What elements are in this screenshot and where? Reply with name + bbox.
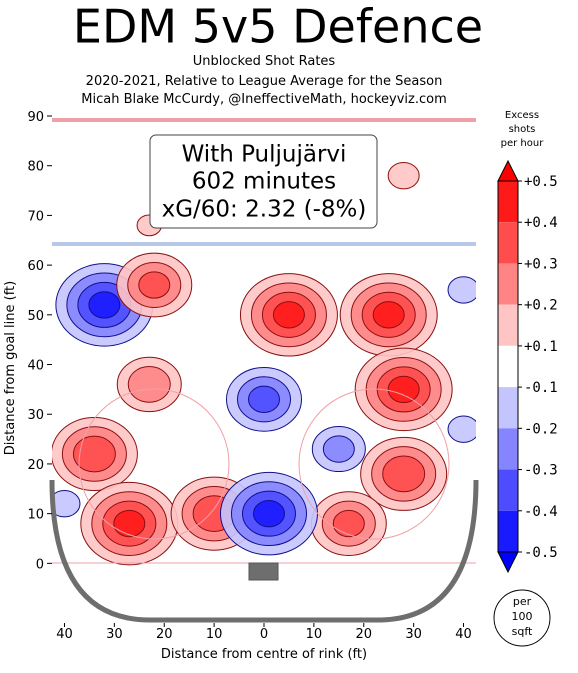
contour-spot [116,356,182,413]
colorbar-band [498,510,518,552]
y-tick-label: 60 [27,259,44,274]
unit-note: sqft [512,625,533,638]
y-tick-label: 20 [27,458,44,473]
contour-spot [116,252,193,318]
subtitle: 2020-2021, Relative to League Average fo… [86,74,443,89]
contour-spot [360,436,448,511]
colorbar-tick-label: -0.3 [524,463,558,479]
colorbar-tick-label: +0.1 [524,339,558,355]
contour-spot [447,276,476,304]
x-tick-label: 10 [306,627,323,642]
contour-level [52,490,81,518]
y-tick-label: 30 [27,408,44,423]
contour-spot [52,490,81,518]
y-tick-label: 70 [27,209,44,224]
colorbar-tick-label: +0.2 [524,298,558,314]
colorbar-label: per hour [501,138,545,149]
annotation-line: 602 minutes [192,169,336,195]
contour-spot [311,426,366,473]
colorbar-extension [497,159,519,182]
contour-spot [354,347,453,432]
contour-level [252,499,285,528]
x-tick-label: 30 [106,627,123,642]
contour-level [88,291,121,319]
annotation-line: With Puljujärvi [182,142,347,168]
y-tick-label: 50 [27,309,44,324]
colorbar-tick-label: -0.1 [524,380,558,396]
y-tick-label: 90 [27,110,44,125]
colorbar-band [498,469,518,511]
rink [49,118,479,623]
unit-note: 100 [512,610,533,623]
x-axis-label: Distance from centre of rink (ft) [161,647,367,662]
y-axis-label: Distance from goal line (ft) [3,281,18,455]
y-tick-label: 40 [27,359,44,374]
contour-spot [219,471,318,556]
colorbar-band [498,387,518,429]
colorbar-tick-label: -0.5 [524,545,558,561]
colorbar-label: shots [509,124,536,135]
contour-level [72,435,116,473]
colorbar-label: Excess [505,110,539,121]
contour-level [332,509,365,538]
colorbar-band [498,263,518,305]
contour-level [113,509,146,538]
contour-level [382,455,426,493]
x-tick-label: 10 [206,627,223,642]
annotation-line: xG/60: 2.32 (-8%) [162,197,367,223]
contour-spot [239,273,338,357]
x-tick-label: 0 [260,627,268,642]
colorbar-band [498,181,518,223]
contour-spot [387,161,420,190]
contour-level [138,271,171,299]
contour-level [387,161,420,190]
y-tick-label: 80 [27,160,44,175]
x-tick-label: 20 [156,627,173,642]
subtitle: Unblocked Shot Rates [193,54,336,69]
annotation: With Puljujärvi 602 minutes xG/60: 2.32 … [149,134,378,229]
colorbar-tick-label: +0.4 [524,215,558,231]
colorbar-band [498,222,518,264]
plot-area [52,161,476,566]
y-tick-label: 10 [27,508,44,523]
unit-circle [493,589,551,647]
y-tick-label: 0 [36,557,44,572]
contour-level [127,366,171,403]
x-tick-label: 30 [405,627,422,642]
contour-level [322,435,355,463]
contour-spot [310,491,387,556]
colorbar-tick-label: -0.2 [524,421,558,437]
colorbar-band [498,428,518,470]
contour-spot [339,273,438,357]
colorbar-band [498,345,518,388]
colorbar-tick-label: +0.3 [524,256,558,272]
contour-spot [52,416,138,492]
colorbar-tick-label: -0.4 [524,504,558,520]
chart-title: EDM 5v5 Defence [73,0,483,54]
contour-level [387,375,420,404]
x-tick-label: 40 [56,627,73,642]
contour-level [447,276,476,304]
contour-spot [447,415,476,443]
contour-spot [80,481,179,566]
contour-level [372,301,405,329]
subtitle: Micah Blake McCurdy, @IneffectiveMath, h… [81,92,447,107]
colorbar-tick-label: +0.5 [524,174,558,190]
unit-note: per [513,595,532,608]
contour-spot [226,366,302,432]
contour-level [248,385,280,413]
colorbar-band [498,304,518,346]
x-tick-label: 40 [455,627,472,642]
contour-level [272,301,305,329]
contour-level [447,415,476,443]
colorbar-frame [497,180,519,553]
x-tick-label: 20 [355,627,372,642]
colorbar-extension [497,551,519,574]
